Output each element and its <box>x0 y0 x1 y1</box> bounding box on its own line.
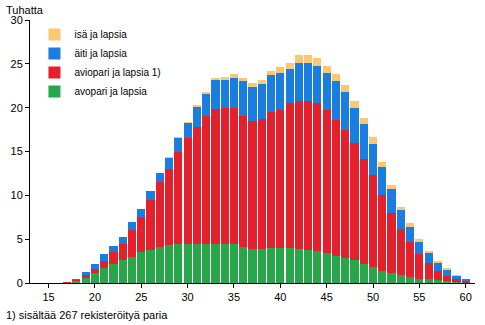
svg-text:5: 5 <box>17 233 23 245</box>
svg-text:30: 30 <box>11 14 23 26</box>
svg-text:35: 35 <box>228 291 240 303</box>
svg-text:äiti ja lapsia: äiti ja lapsia <box>74 48 127 59</box>
svg-text:isä ja lapsia: isä ja lapsia <box>74 29 127 40</box>
svg-text:10: 10 <box>11 189 23 201</box>
svg-text:aviopari ja lapsia 1): aviopari ja lapsia 1) <box>74 67 160 78</box>
svg-text:45: 45 <box>321 291 333 303</box>
svg-text:Tuhatta: Tuhatta <box>6 4 44 16</box>
svg-text:25: 25 <box>135 291 147 303</box>
svg-text:60: 60 <box>460 291 472 303</box>
svg-text:1) sisältää 267 rekisteröityä: 1) sisältää 267 rekisteröityä paria <box>6 309 168 321</box>
svg-text:25: 25 <box>11 58 23 70</box>
svg-text:20: 20 <box>11 102 23 114</box>
svg-text:0: 0 <box>17 277 23 289</box>
svg-text:15: 15 <box>11 145 23 157</box>
svg-text:30: 30 <box>181 291 193 303</box>
svg-text:15: 15 <box>42 291 54 303</box>
svg-text:20: 20 <box>89 291 101 303</box>
svg-text:40: 40 <box>274 291 286 303</box>
svg-text:55: 55 <box>413 291 425 303</box>
svg-text:50: 50 <box>367 291 379 303</box>
svg-text:avopari ja lapsia: avopari ja lapsia <box>74 86 147 97</box>
